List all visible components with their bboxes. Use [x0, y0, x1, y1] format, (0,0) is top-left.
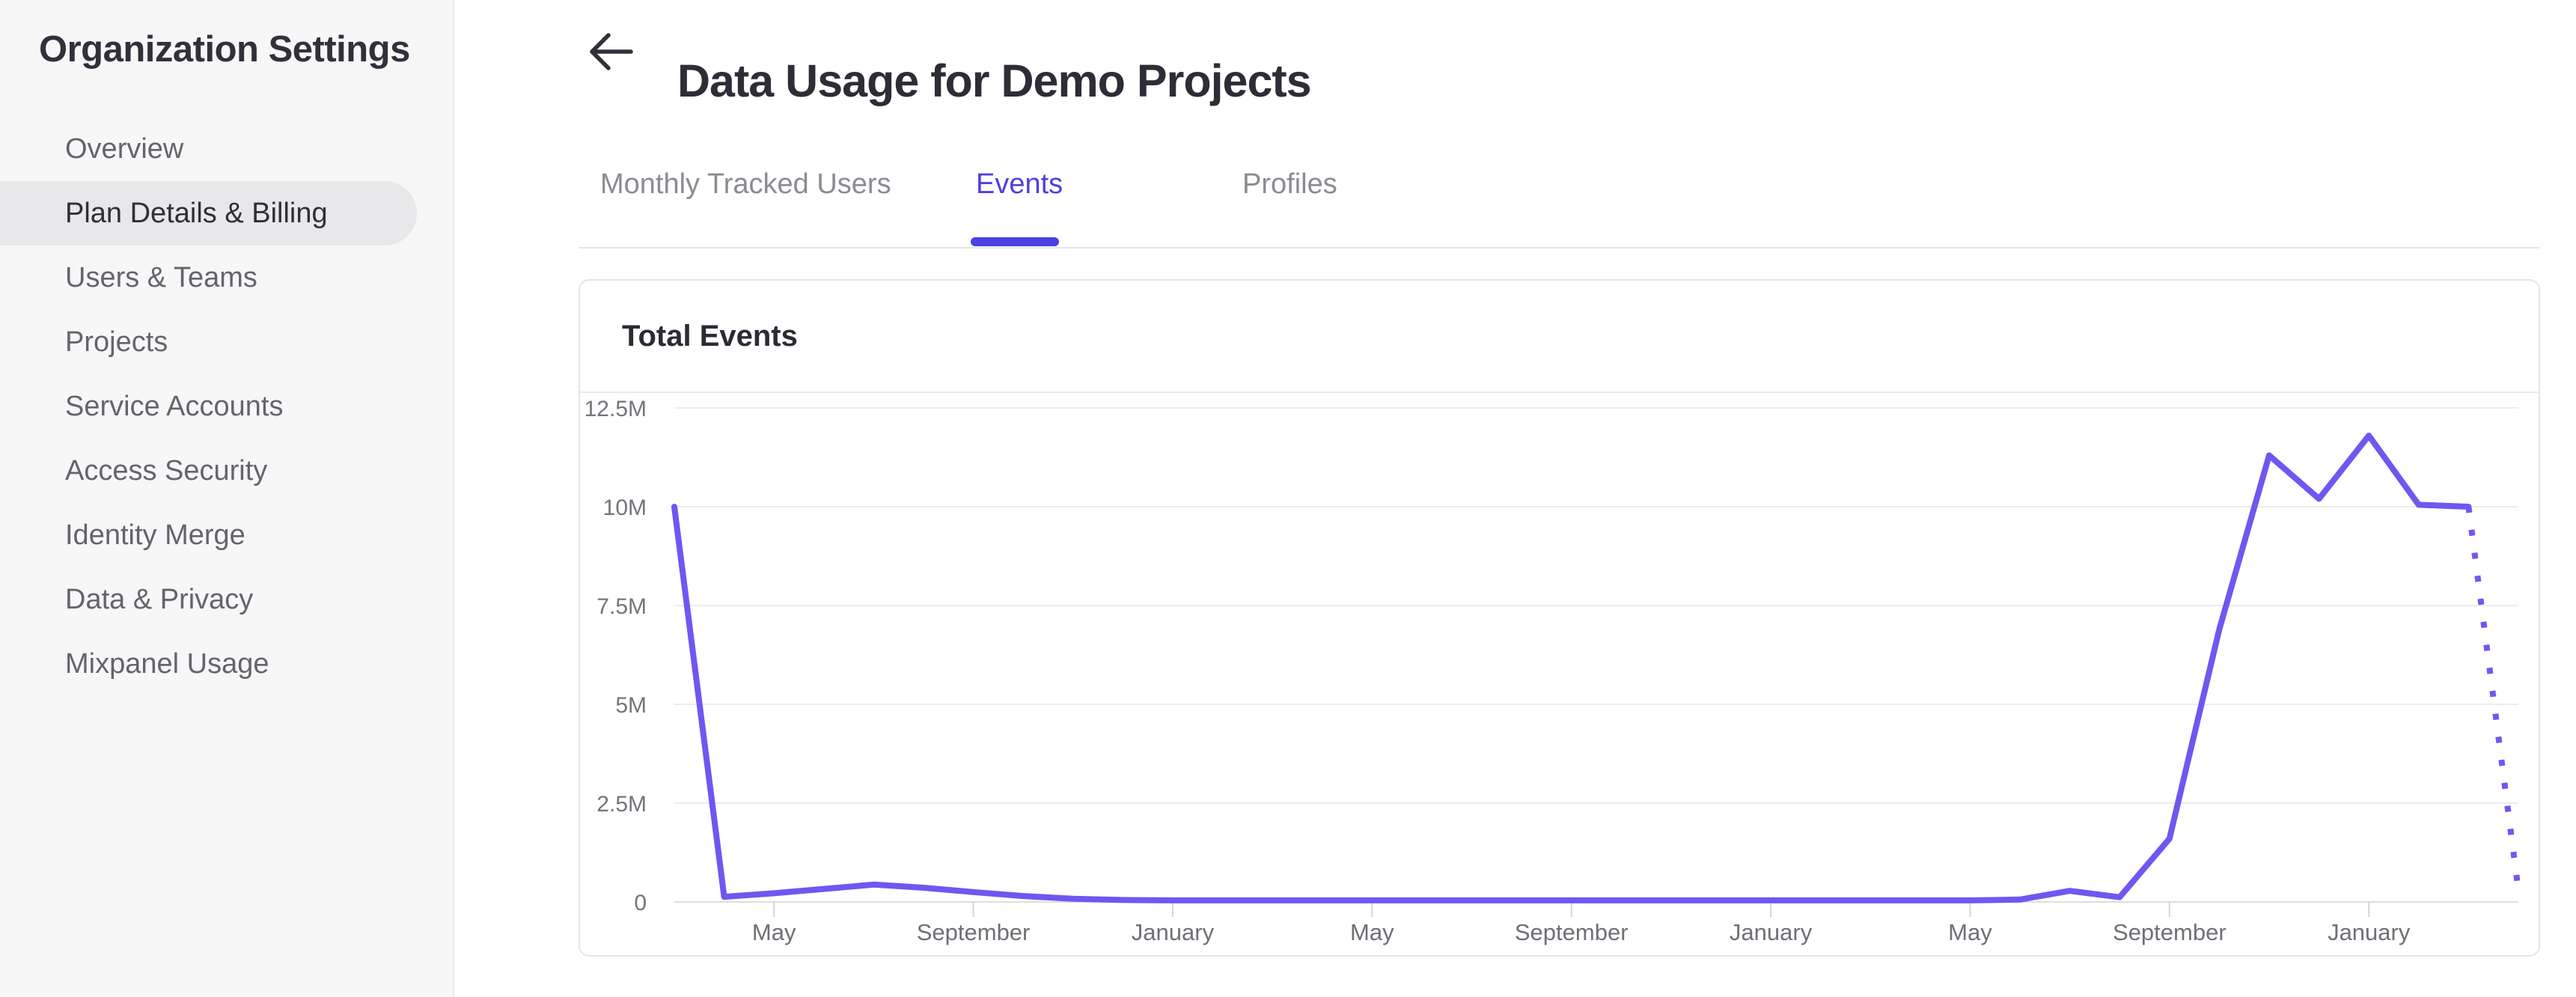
y-axis-label: 2.5M	[596, 792, 647, 817]
y-axis-label: 5M	[615, 693, 647, 718]
x-axis-label: January	[2328, 919, 2411, 945]
card-title: Total Events	[622, 319, 798, 353]
sidebar-item-projects[interactable]: Projects	[65, 326, 168, 358]
y-axis-label: 0	[634, 891, 647, 915]
sidebar-title: Organization Settings	[39, 29, 410, 70]
x-axis-label: September	[2113, 919, 2226, 945]
total-events-line	[671, 433, 2472, 903]
sidebar-item-mixpanel-usage[interactable]: Mixpanel Usage	[65, 648, 269, 680]
active-tab-indicator	[971, 237, 1059, 246]
x-axis-label: January	[1730, 919, 1813, 945]
sidebar-item-users-teams[interactable]: Users & Teams	[65, 262, 257, 293]
x-axis-label: January	[1132, 919, 1215, 945]
x-axis-label: May	[1350, 919, 1394, 945]
total-events-line-projected	[2465, 506, 2521, 891]
y-axis-label: 12.5M	[585, 397, 647, 421]
total-events-chart[interactable]: 12.5M 10M 7.5M 5M 2.5M 0 May September January Ma…	[580, 393, 2539, 957]
left-arrow-icon	[586, 33, 635, 77]
card-header: Total Events	[580, 281, 2539, 393]
sidebar-item-access-security[interactable]: Access Security	[65, 455, 268, 487]
y-axis-label: 7.5M	[596, 594, 647, 619]
x-axis-label: May	[752, 919, 796, 945]
sidebar-nav: Overview Plan Details & Billing Users & Te…	[0, 117, 453, 696]
tabs-divider	[579, 247, 2539, 249]
sidebar-item-data-privacy[interactable]: Data & Privacy	[65, 584, 254, 615]
x-axis-label: May	[1948, 919, 1992, 945]
tab-profiles[interactable]: Profiles	[1242, 168, 1337, 200]
sidebar: Organization Settings Overview Plan Detai…	[0, 0, 454, 997]
sidebar-item-plan-details-billing[interactable]: Plan Details & Billing	[0, 181, 417, 246]
total-events-card: Total Events 12.5M 10M 7.5M 5M 2.5M 0 May Septe…	[579, 279, 2540, 957]
page-title: Data Usage for Demo Projects	[677, 55, 1312, 106]
sidebar-item-identity-merge[interactable]: Identity Merge	[65, 519, 245, 551]
x-axis-label: September	[1515, 919, 1629, 945]
chart-area: 12.5M 10M 7.5M 5M 2.5M 0 May September January Ma…	[580, 393, 2539, 957]
y-axis-label: 10M	[603, 496, 647, 520]
tab-monthly-tracked-users[interactable]: Monthly Tracked Users	[600, 168, 891, 200]
sidebar-item-service-accounts[interactable]: Service Accounts	[65, 391, 284, 422]
tab-events[interactable]: Events	[976, 168, 1063, 200]
back-button[interactable]	[586, 28, 635, 75]
x-axis-label: September	[917, 919, 1031, 945]
sidebar-item-overview[interactable]: Overview	[65, 133, 184, 165]
